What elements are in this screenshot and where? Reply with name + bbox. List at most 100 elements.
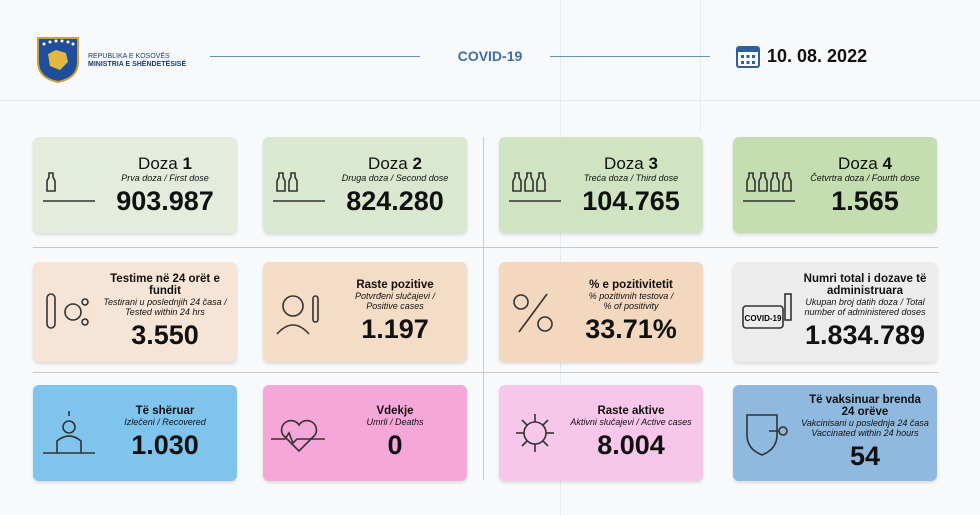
card-title: Testime në 24 orët e fundit [110,273,220,297]
card-value: 33.71% [585,314,677,344]
card-title-line: Raste pozitive [356,279,433,291]
card-title: Të shëruar [135,405,195,417]
card-icon [743,172,795,202]
card-subtitle: % pozitivnih testova / [588,291,674,301]
card-title-line: Testime në 24 orët e fundit [99,273,231,297]
card-title-number: 3 [648,153,658,173]
card-icon [46,293,89,329]
card-title-number: 1 [182,153,192,173]
stat-card: Vdekje Umrli / Deaths 0 [263,385,467,481]
card-text: Vdekje Umrli / Deaths 0 [329,385,461,481]
card-icon [509,172,561,202]
card-title: Doza [368,153,408,173]
card-subtitle: % of positivity [603,301,659,311]
card-subtitle: Četvrtra doza / Fourth dose [810,172,920,183]
card-subtitle: Positive cases [366,301,424,311]
card-title: Doza [138,153,178,173]
card-title: Doza [838,153,878,173]
background-line [700,0,701,130]
card-title-line: Raste aktive [597,405,664,417]
background-line [560,0,561,515]
card-text: Raste aktive Aktivni slučajevi / Active c… [565,385,697,481]
card-value: 824.280 [346,185,444,216]
card-icon [746,414,788,456]
card-title: 24 orëve [841,406,889,418]
card-value: 104.765 [582,185,680,216]
icon-text: COVID-19 [745,314,782,323]
header-line [210,56,420,57]
stat-card: Doza 3 Treća doza / Third dose 104.765 [499,137,703,233]
ministry: REPUBLIKA E KOSOVËS MINISTRIA E SHËNDETË… [88,53,186,69]
card-subtitle: number of administered doses [804,307,926,317]
card-title-line: Doza 1 [138,154,192,173]
card-text: Raste pozitive Potvrđeni slučajevi / Posit… [329,262,461,362]
card-subtitle: Druga doza / Second dose [341,172,449,183]
card-subtitle: Prva doza / First dose [121,172,209,183]
card-title-line: Doza 4 [838,154,892,173]
ministry-line: REPUBLIKA E KOSOVËS [88,53,170,60]
card-icon [43,172,95,202]
card-subtitle: Testirani u poslednjih 24 časa / [103,297,227,307]
card-title-line: Doza 2 [368,154,422,173]
card-text: Të vaksinuar brenda 24 orëve Vakcinisani u… [799,385,931,481]
card-value: 903.987 [116,185,214,216]
date: 10. 08. 2022 [767,46,868,66]
card-value: 1.197 [361,314,429,344]
separator [483,137,484,480]
ministry-line: MINISTRIA E SHËNDETËSISË [88,61,187,68]
card-value: 3.550 [131,320,199,350]
card-icon [276,295,319,335]
card-subtitle: Potvrđeni slučajevi / [354,291,436,301]
stat-card: % e pozitivitetit% pozitivnih testova /%… [499,262,703,362]
card-icon [271,419,325,453]
card-value: 0 [387,430,403,460]
stat-card: COVID-19 Numri total i dozave të administr… [733,262,937,362]
card-value: 8.004 [597,430,665,460]
card-icon [513,293,553,333]
stat-card: Testime në 24 orët e fundit Testirani u p… [33,262,237,362]
header-line [550,56,710,57]
card-subtitle: Ukupan broj datih doza / Total [805,297,925,307]
card-subtitle: Treća doza / Third dose [583,172,679,183]
card-title-line: administruara [827,285,903,297]
card-title: Raste pozitive [356,279,434,291]
card-title-line: Numri total i dozave të [804,273,927,285]
card-title-number: 4 [882,153,892,173]
card-icon: COVID-19 [742,293,792,329]
card-title-line: Të vaksinuar brenda [809,394,921,406]
card-subtitle: Umrli / Deaths [366,417,424,427]
card-subtitle: Vaccinated within 24 hours [811,428,919,438]
stat-card: Doza 1 Prva doza / First dose 903.987 [33,137,237,233]
card-title-line: Vdekje [376,405,413,417]
card-value: 1.834.789 [804,320,926,350]
stat-card: Doza 2 Druga doza / Second dose 824.280 [263,137,467,233]
card-value: 54 [849,441,881,471]
stat-card: Raste aktive Aktivni slučajevi / Active c… [499,385,703,481]
card-text: Të shëruar Izlečeni / Recovered 1.030 [99,385,231,481]
card-title: Të vaksinuar brenda [809,394,921,406]
logo [37,37,79,84]
card-title: Vdekje [376,405,414,417]
stat-card: Të vaksinuar brenda 24 orëve Vakcinisani u… [733,385,937,481]
separator [33,372,938,373]
stat-card: Raste pozitive Potvrđeni slučajevi / Posit… [263,262,467,362]
card-title: Doza [604,153,644,173]
card-text: Doza 1 Prva doza / First dose 903.987 [99,137,231,233]
card-title: Numri total i dozave të [803,273,927,285]
calendar-icon [736,46,760,68]
card-icon [273,172,325,202]
card-text: % e pozitivitetit% pozitivnih testova /%… [565,262,697,362]
card-subtitle: Izlečeni / Recovered [124,417,206,427]
card-title: administruara [826,285,904,297]
card-title: % e pozitivitetit [589,279,673,291]
card-text: Doza 3 Treća doza / Third dose 104.765 [565,137,697,233]
card-value: 1.030 [131,430,199,460]
card-subtitle: Tested within 24 hrs [125,307,205,317]
card-subtitle: Vakcinisani u poslednja 24 časa [801,418,929,428]
card-subtitle: Aktivni slučajevi / Active cases [570,417,692,427]
separator [33,247,938,248]
card-title-line: Të shëruar [136,405,195,417]
stat-card: Të shëruar Izlečeni / Recovered 1.030 [33,385,237,481]
card-title-number: 2 [412,153,422,173]
card-text: Numri total i dozave të administruara Ukup… [799,262,931,362]
